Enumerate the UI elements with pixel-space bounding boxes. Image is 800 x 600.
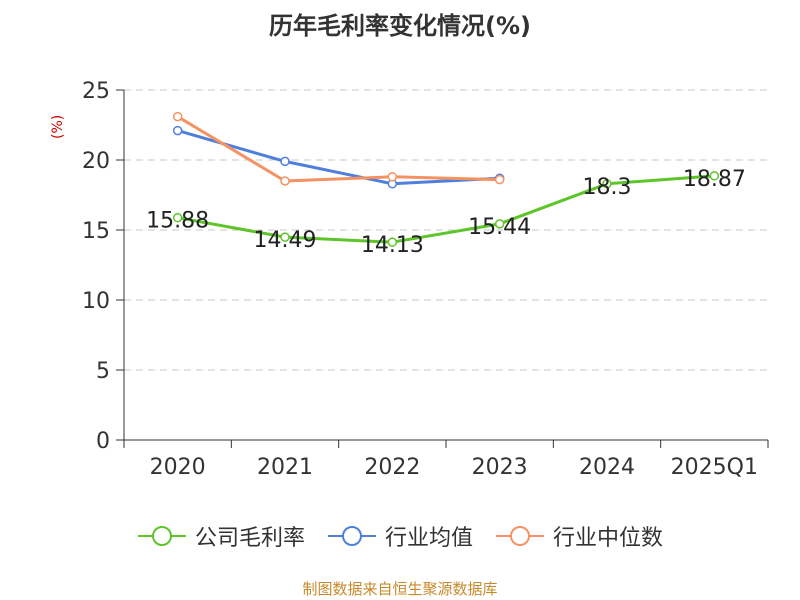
source-note: 制图数据来自恒生聚源数据库	[302, 580, 498, 598]
data-point	[494, 174, 505, 185]
legend-label: 公司毛利率	[194, 526, 305, 551]
x-tick-label: 2022	[364, 455, 420, 480]
data-point	[709, 171, 720, 181]
legend-line-icon	[137, 526, 186, 546]
series-line	[177, 174, 715, 244]
data-point	[494, 219, 505, 229]
x-tick-label: 2021	[257, 455, 313, 480]
data-label: 14.13	[361, 233, 424, 258]
legend: 公司毛利率 行业均值 行业中位数	[0, 520, 800, 552]
legend-item[interactable]: 行业均值	[327, 520, 473, 552]
legend-item[interactable]: 行业中位数	[495, 520, 663, 552]
data-point	[602, 179, 612, 189]
x-tick-label: 2025Q1	[671, 455, 758, 480]
series-line	[177, 129, 500, 186]
data-label: 14.49	[254, 228, 317, 253]
y-tick-label: 5	[96, 359, 110, 384]
x-tick-label: 2020	[150, 455, 206, 480]
x-tick-label: 2023	[472, 455, 528, 480]
data-point	[387, 172, 398, 182]
data-point	[280, 232, 290, 242]
legend-line-icon	[327, 526, 376, 546]
data-point	[280, 176, 290, 186]
legend-item[interactable]: 公司毛利率	[137, 520, 305, 552]
y-tick-label: 20	[82, 149, 110, 174]
x-tick-label: 2024	[579, 455, 635, 480]
data-point	[387, 237, 398, 247]
y-tick-label: 25	[82, 79, 110, 104]
y-tick-label: 15	[82, 219, 110, 244]
series-line	[176, 115, 500, 183]
legend-line-icon	[496, 526, 544, 546]
data-point	[280, 156, 290, 167]
data-label: 18.3	[583, 175, 632, 200]
data-point	[172, 125, 183, 136]
legend-label: 行业均值	[384, 526, 473, 551]
y-tick-label: 10	[82, 289, 110, 314]
data-label: 15.44	[468, 215, 531, 240]
legend-label: 行业中位数	[553, 526, 664, 551]
data-point	[172, 111, 183, 122]
chart-title: 历年毛利率变化情况(%)	[269, 12, 531, 40]
data-label: 18.87	[683, 167, 746, 192]
data-label: 15.88	[146, 209, 209, 234]
data-point	[172, 212, 183, 223]
y-tick-label: 0	[96, 429, 110, 454]
